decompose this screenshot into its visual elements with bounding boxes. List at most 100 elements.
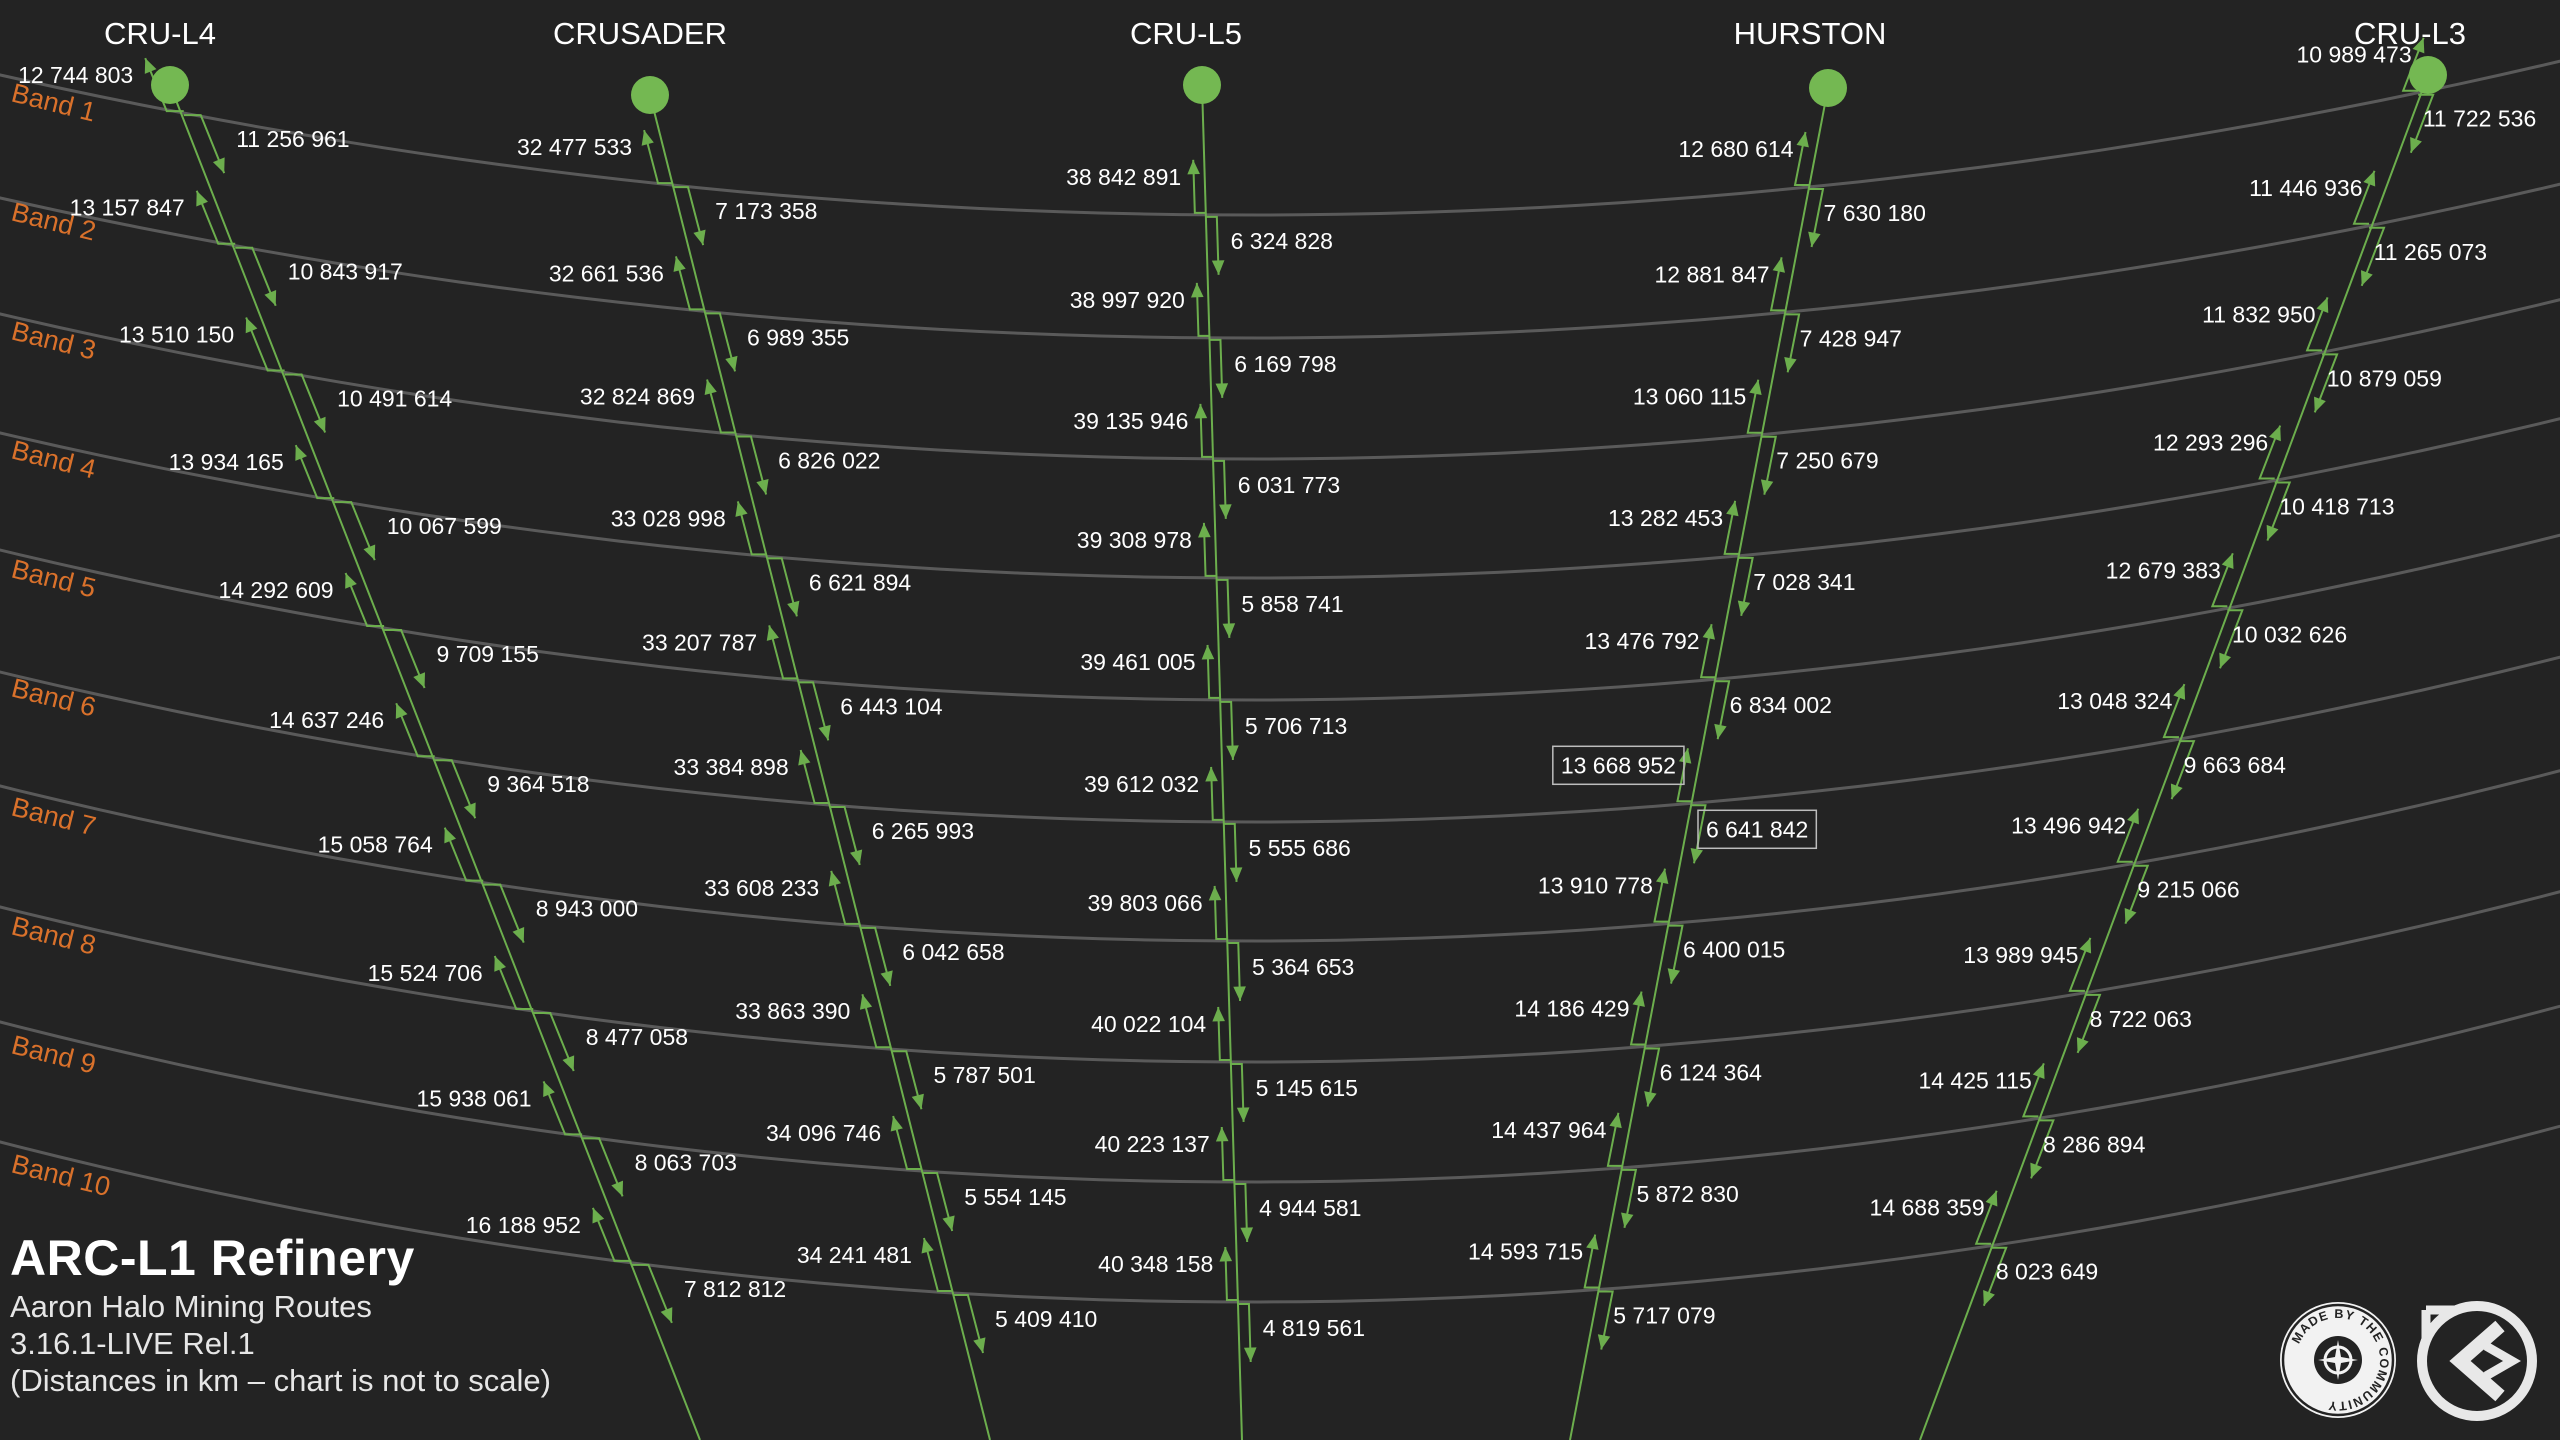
destination-label: CRU-L4 — [104, 16, 216, 51]
inbound-distance: 34 096 746 — [766, 1120, 881, 1146]
outbound-leg — [2170, 740, 2196, 800]
outbound-leg — [860, 926, 892, 987]
inbound-distance: 12 680 614 — [1678, 136, 1793, 162]
outbound-distance: 6 265 993 — [872, 818, 974, 844]
inbound-leg — [830, 870, 861, 925]
outbound-leg — [631, 1263, 673, 1324]
outbound-distance: 6 641 842 — [1706, 816, 1808, 842]
inbound-distance: 14 425 115 — [1918, 1067, 2031, 1093]
destination-label: HURSTON — [1734, 16, 1887, 51]
inbound-distance: 11 446 936 — [2249, 175, 2362, 201]
inbound-distance: 32 477 533 — [517, 134, 632, 160]
band-line — [0, 182, 2560, 340]
outbound-leg — [1220, 700, 1234, 760]
route-trunk — [649, 94, 991, 1440]
inbound-arrow-icon — [921, 1237, 934, 1254]
inbound-leg — [1723, 500, 1739, 555]
community-seal-icon: MADE BY THE COMMUNITY — [2280, 1302, 2396, 1418]
inbound-distance: 12 293 296 — [2153, 430, 2268, 456]
band-label: Band 3 — [9, 316, 99, 366]
inbound-leg — [1192, 159, 1206, 214]
outbound-arrow-icon — [1597, 1334, 1611, 1350]
outbound-arrow-icon — [264, 290, 277, 306]
outbound-arrow-icon — [1621, 1212, 1634, 1228]
inbound-distance: 13 989 945 — [1963, 942, 2078, 968]
outbound-arrow-icon — [1784, 356, 1797, 373]
inbound-distance: 15 524 706 — [368, 960, 483, 986]
outbound-arrow-icon — [212, 157, 225, 174]
outbound-arrow-icon — [1236, 1107, 1250, 1122]
outbound-distance: 8 477 058 — [586, 1024, 688, 1050]
outbound-arrow-icon — [512, 926, 525, 943]
outbound-leg — [2409, 93, 2435, 154]
outbound-distance: 6 400 015 — [1683, 937, 1785, 963]
inbound-arrow-icon — [2127, 808, 2139, 825]
inbound-arrow-icon — [1702, 624, 1715, 640]
band-line — [0, 533, 2560, 702]
outbound-leg — [1223, 822, 1238, 882]
inbound-arrow-icon — [828, 870, 841, 887]
inbound-leg — [922, 1237, 953, 1292]
inbound-distance: 33 384 898 — [674, 754, 789, 780]
inbound-arrow-icon — [2412, 37, 2425, 54]
inbound-distance: 13 282 453 — [1608, 505, 1723, 531]
inbound-leg — [1206, 644, 1221, 699]
outbound-leg — [183, 114, 226, 174]
route-trunk — [1569, 87, 1829, 1440]
inbound-arrow-icon — [1772, 257, 1785, 273]
inbound-arrow-icon — [2032, 1063, 2045, 1080]
inbound-arrow-icon — [1208, 885, 1222, 901]
destination-node — [631, 76, 669, 114]
outbound-leg — [1205, 215, 1220, 275]
outbound-distance: 7 812 812 — [684, 1276, 786, 1302]
inbound-arrow-icon — [890, 1115, 903, 1132]
band-line — [0, 417, 2560, 580]
route-trunk — [169, 84, 701, 1440]
destination-label: CRUSADER — [553, 16, 727, 51]
inbound-distance: 33 028 998 — [611, 505, 726, 531]
inbound-leg — [493, 955, 534, 1011]
outbound-distance: 8 722 063 — [2090, 1006, 2192, 1032]
inbound-distance: 12 744 803 — [18, 62, 133, 88]
inbound-leg — [144, 57, 184, 113]
outbound-arrow-icon — [973, 1337, 986, 1353]
inbound-arrow-icon — [1194, 403, 1208, 419]
outbound-distance: 7 630 180 — [1824, 200, 1926, 226]
outbound-arrow-icon — [2266, 524, 2279, 541]
inbound-leg — [2210, 552, 2234, 608]
inbound-distance: 16 188 952 — [466, 1212, 581, 1238]
outbound-leg — [2313, 353, 2339, 413]
inbound-leg — [1629, 991, 1646, 1046]
inbound-arrow-icon — [2363, 170, 2376, 187]
inbound-arrow-icon — [1187, 159, 1200, 175]
outbound-arrow-icon — [2124, 907, 2137, 924]
destination-node — [2409, 56, 2447, 94]
outbound-distance: 5 555 686 — [1249, 835, 1351, 861]
inbound-leg — [195, 190, 236, 245]
distance-note: (Distances in km – chart is not to scale… — [10, 1363, 551, 1398]
outbound-leg — [1668, 924, 1684, 984]
outbound-arrow-icon — [313, 416, 326, 433]
inbound-arrow-icon — [1215, 1126, 1229, 1142]
band-line — [0, 298, 2560, 461]
inbound-leg — [2021, 1062, 2045, 1118]
outbound-distance: 4 819 561 — [1263, 1315, 1365, 1341]
outbound-arrow-icon — [463, 802, 476, 819]
inbound-arrow-icon — [245, 317, 258, 334]
outbound-distance: 8 943 000 — [536, 896, 638, 922]
inbound-distance: 13 157 847 — [70, 195, 185, 221]
outbound-arrow-icon — [2030, 1162, 2043, 1179]
destination-node — [1183, 66, 1221, 104]
info-panel: ARC-L1 Refinery Aaron Halo Mining Routes… — [10, 1228, 551, 1399]
outbound-leg — [1621, 1168, 1638, 1229]
inbound-leg — [2401, 37, 2425, 92]
outbound-arrow-icon — [363, 544, 376, 561]
inbound-arrow-icon — [1632, 991, 1645, 1007]
inbound-arrow-icon — [444, 827, 457, 844]
inbound-arrow-icon — [859, 994, 873, 1010]
inbound-distance: 13 934 165 — [169, 449, 284, 475]
outbound-leg — [1230, 1062, 1245, 1122]
outbound-distance: 7 173 358 — [715, 198, 817, 224]
outbound-leg — [1645, 1047, 1661, 1107]
inbound-arrow-icon — [1205, 766, 1218, 782]
